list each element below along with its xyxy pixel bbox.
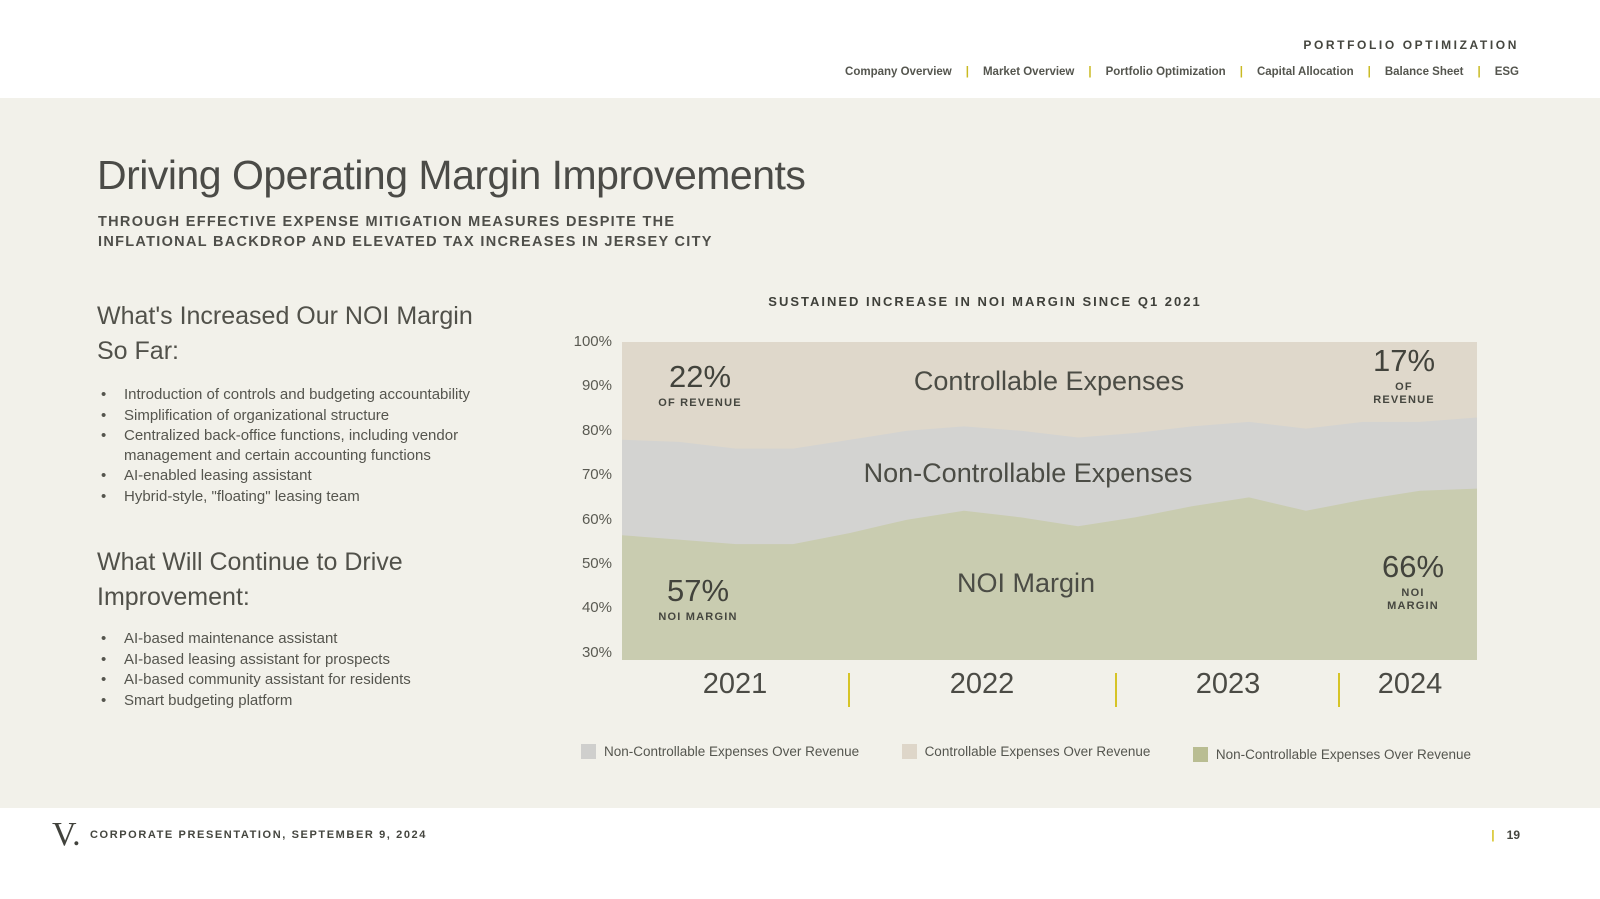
annotation-noi-start: 57% NOI MARGIN (638, 574, 758, 624)
page-number-block: | 19 (1491, 828, 1520, 842)
annotation-controllable-end: 17% OF REVENUE (1344, 344, 1464, 407)
legend-swatch-tan (901, 744, 917, 759)
legend-swatch-gray (581, 744, 596, 759)
list-item: Simplification of organizational structu… (99, 406, 529, 426)
legend-swatch-olive (1192, 747, 1208, 762)
area-label-non-controllable: Non-Controllable Expenses (863, 458, 1193, 488)
x-axis-label-2022: 2022 (949, 668, 1015, 700)
y-axis-tick: 90% (581, 377, 612, 394)
subtitle-line-2: INFLATIONAL BACKDROP AND ELEVATED TAX IN… (98, 234, 713, 250)
nav-item-company-overview[interactable]: Company Overview (845, 66, 952, 78)
company-logo: V. (52, 816, 81, 853)
annotation-value: 17% (1372, 343, 1436, 378)
legend-label: Controllable Expenses Over Revenue (924, 744, 1151, 759)
section-kicker: PORTFOLIO OPTIMIZATION (1303, 38, 1519, 52)
area-label-noi-margin: NOI Margin (956, 568, 1096, 598)
area-label-controllable: Controllable Expenses (913, 366, 1185, 396)
legend-label: Non-Controllable Expenses Over Revenue (1215, 747, 1471, 762)
year-separator (848, 673, 850, 707)
y-axis-tick: 60% (581, 511, 612, 528)
legend-item-non-controllable: Non-Controllable Expenses Over Revenue (581, 744, 859, 759)
nav-divider: | (965, 66, 969, 78)
y-axis-tick: 50% (581, 555, 612, 572)
y-axis-tick: 30% (581, 644, 612, 661)
nav-item-portfolio-optimization[interactable]: Portfolio Optimization (1105, 66, 1226, 78)
nav-divider: | (1477, 66, 1481, 78)
page-number: 19 (1506, 828, 1520, 842)
list-item: AI-enabled leasing assistant (99, 466, 529, 486)
list-item: Hybrid-style, "floating" leasing team (99, 487, 529, 507)
annotation-caption: NOI MARGIN (658, 611, 738, 623)
x-axis-label-2021: 2021 (702, 668, 768, 700)
section2-heading: What Will Continue to Drive Improvement: (97, 548, 403, 611)
footer-caption: CORPORATE PRESENTATION, SEPTEMBER 9, 202… (90, 829, 427, 841)
x-axis-label-2023: 2023 (1195, 668, 1261, 700)
list-item: AI-based maintenance assistant (99, 629, 529, 649)
nav-divider: | (1239, 66, 1243, 78)
nav-item-esg[interactable]: ESG (1494, 66, 1519, 78)
list-item: AI-based community assistant for residen… (99, 670, 529, 690)
section2-bullet-list: AI-based maintenance assistant AI-based … (99, 629, 529, 711)
annotation-caption: NOI (1401, 587, 1425, 599)
top-navigation: Company Overview | Market Overview | Por… (845, 66, 1519, 78)
legend-item-noi: Non-Controllable Expenses Over Revenue (1192, 747, 1471, 762)
section1-bullet-list: Introduction of controls and budgeting a… (99, 385, 529, 507)
chart-title: SUSTAINED INCREASE IN NOI MARGIN SINCE Q… (768, 294, 1202, 309)
area-noi-margin (622, 488, 1477, 660)
nav-item-market-overview[interactable]: Market Overview (982, 66, 1075, 78)
nav-divider: | (1088, 66, 1092, 78)
chart-legend: Non-Controllable Expenses Over Revenue C… (581, 744, 1471, 762)
y-axis-tick: 40% (581, 599, 612, 616)
nav-item-balance-sheet[interactable]: Balance Sheet (1384, 66, 1464, 78)
page-title: Driving Operating Margin Improvements (97, 152, 806, 198)
stacked-area-chart (622, 342, 1477, 660)
annotation-caption: MARGIN (1387, 600, 1439, 612)
annotation-caption: REVENUE (1373, 394, 1435, 406)
annotation-caption: OF (1395, 381, 1413, 393)
annotation-caption: OF REVENUE (658, 397, 742, 409)
page-subtitle: THROUGH EFFECTIVE EXPENSE MITIGATION MEA… (98, 212, 713, 252)
x-axis-label-2024: 2024 (1377, 668, 1443, 700)
y-axis-tick: 80% (581, 422, 612, 439)
annotation-value: 66% (1381, 549, 1445, 584)
footer-divider: | (1491, 828, 1495, 842)
annotation-value: 22% (668, 359, 732, 394)
nav-item-capital-allocation[interactable]: Capital Allocation (1256, 66, 1354, 78)
list-item: Smart budgeting platform (99, 691, 529, 711)
annotation-controllable-start: 22% OF REVENUE (640, 360, 760, 410)
year-separator (1338, 673, 1340, 707)
list-item: Introduction of controls and budgeting a… (99, 385, 529, 405)
legend-label: Non-Controllable Expenses Over Revenue (604, 744, 860, 759)
nav-divider: | (1367, 66, 1371, 78)
y-axis-tick: 70% (581, 466, 612, 483)
annotation-noi-end: 66% NOI MARGIN (1353, 550, 1473, 613)
list-item: Centralized back-office functions, inclu… (99, 426, 529, 465)
subtitle-line-1: THROUGH EFFECTIVE EXPENSE MITIGATION MEA… (98, 214, 676, 230)
list-item: AI-based leasing assistant for prospects (99, 650, 529, 670)
annotation-value: 57% (666, 573, 730, 608)
legend-item-controllable: Controllable Expenses Over Revenue (901, 744, 1151, 759)
year-separator (1115, 673, 1117, 707)
y-axis-tick: 100% (573, 333, 612, 350)
section1-heading: What's Increased Our NOI Margin So Far: (97, 302, 473, 365)
